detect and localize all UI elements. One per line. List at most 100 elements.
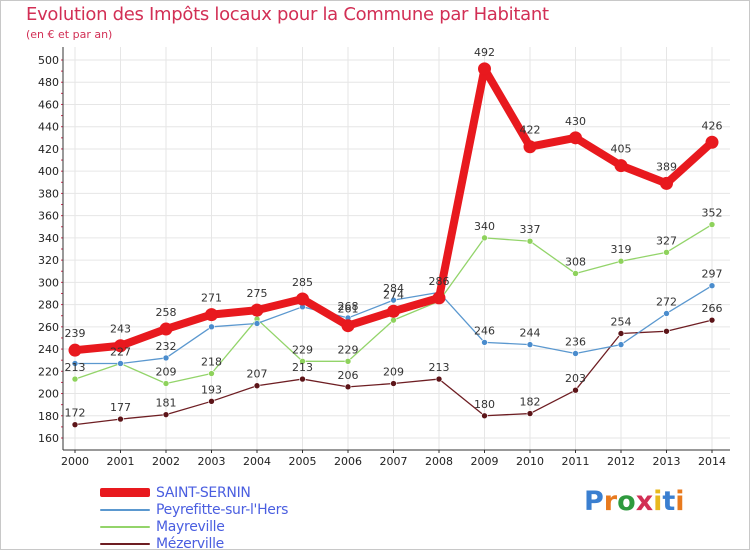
x-tick-label: 2013 [653, 455, 681, 468]
legend-label: Mézerville [156, 535, 224, 552]
y-tick-label: 280 [38, 299, 59, 312]
data-point-peyrefitte-sur-l-hers [117, 360, 124, 367]
data-label-peyrefitte-sur-l-hers: 268 [338, 300, 359, 313]
data-label-saint-sernin: 430 [565, 115, 586, 128]
x-tick-label: 2007 [380, 455, 408, 468]
data-label-saint-sernin: 271 [201, 292, 222, 305]
legend-swatch [100, 488, 150, 497]
data-point-peyrefitte-sur-l-hers [390, 296, 397, 304]
logo-letter: t [662, 486, 676, 517]
data-label-saint-sernin: 285 [292, 276, 313, 289]
data-label-m-zerville: 209 [383, 366, 404, 379]
legend-item: SAINT-SERNIN [100, 484, 288, 501]
data-point-saint-sernin [478, 62, 491, 76]
data-point-mayreville [708, 221, 716, 228]
data-label-saint-sernin: 239 [65, 327, 86, 340]
data-label-peyrefitte-sur-l-hers: 272 [656, 295, 677, 308]
data-point-m-zerville [162, 411, 170, 418]
data-point-peyrefitte-sur-l-hers [708, 282, 716, 289]
data-point-saint-sernin [569, 131, 582, 145]
data-label-m-zerville: 206 [338, 369, 359, 382]
x-tick-label: 2011 [562, 455, 590, 468]
data-point-saint-sernin [614, 159, 628, 173]
data-point-m-zerville [663, 327, 670, 335]
y-tick-label: 220 [38, 365, 59, 378]
data-point-peyrefitte-sur-l-hers [526, 341, 534, 348]
data-point-mayreville [572, 270, 579, 277]
data-label-mayreville: 337 [520, 223, 541, 236]
data-label-mayreville: 319 [611, 243, 632, 256]
data-label-saint-sernin: 243 [110, 323, 131, 336]
data-label-saint-sernin: 492 [474, 46, 495, 59]
y-tick-label: 500 [38, 54, 59, 67]
y-tick-label: 180 [38, 410, 59, 423]
data-point-saint-sernin [296, 292, 309, 306]
y-tick-label: 340 [38, 232, 59, 245]
y-tick-label: 380 [38, 187, 59, 200]
data-label-m-zerville: 213 [429, 361, 450, 374]
data-point-m-zerville [208, 398, 215, 405]
data-point-m-zerville [526, 410, 534, 417]
data-point-mayreville [162, 380, 170, 387]
x-tick-label: 2006 [334, 455, 362, 468]
data-point-mayreville [663, 249, 670, 256]
data-point-saint-sernin [68, 343, 82, 357]
x-tick-label: 2004 [243, 455, 271, 468]
x-tick-label: 2001 [107, 455, 135, 468]
data-label-peyrefitte-sur-l-hers: 227 [110, 346, 131, 359]
data-point-m-zerville [617, 330, 625, 337]
data-label-peyrefitte-sur-l-hers: 232 [156, 340, 177, 353]
y-tick-label: 240 [38, 343, 59, 356]
legend-swatch [100, 508, 150, 511]
data-label-mayreville: 308 [565, 255, 586, 268]
data-label-mayreville: 340 [474, 220, 495, 233]
legend-item: Mayreville [100, 518, 288, 535]
data-point-peyrefitte-sur-l-hers [617, 341, 625, 348]
logo-letter: o [617, 486, 636, 517]
data-label-peyrefitte-sur-l-hers: 244 [520, 327, 541, 340]
y-tick-label: 440 [38, 121, 59, 134]
chart-legend: SAINT-SERNIN Peyrefitte-sur-l'Hers Mayrevi… [100, 484, 288, 552]
data-point-saint-sernin [341, 319, 355, 333]
x-tick-label: 2008 [425, 455, 453, 468]
y-tick-label: 160 [38, 432, 59, 445]
data-point-saint-sernin [660, 176, 673, 190]
data-point-saint-sernin [523, 140, 537, 154]
data-label-saint-sernin: 258 [156, 306, 177, 319]
y-tick-label: 360 [38, 210, 59, 223]
data-label-m-zerville: 203 [565, 372, 586, 385]
data-label-mayreville: 213 [65, 361, 86, 374]
data-label-saint-sernin: 389 [656, 160, 677, 173]
data-point-peyrefitte-sur-l-hers [71, 360, 79, 367]
data-label-saint-sernin: 261 [338, 303, 359, 316]
data-label-m-zerville: 193 [201, 383, 222, 396]
data-point-saint-sernin [159, 322, 173, 336]
data-label-saint-sernin: 426 [702, 119, 723, 132]
data-point-peyrefitte-sur-l-hers [481, 339, 488, 346]
logo-letter: i [675, 486, 685, 517]
logo-letter: P [584, 486, 604, 517]
y-tick-label: 320 [38, 254, 59, 267]
data-label-m-zerville: 172 [65, 407, 86, 420]
x-tick-label: 2009 [471, 455, 499, 468]
data-point-saint-sernin [387, 304, 400, 318]
data-point-mayreville [208, 370, 215, 377]
data-point-mayreville [617, 257, 625, 265]
data-point-peyrefitte-sur-l-hers [663, 310, 670, 317]
data-point-m-zerville [390, 380, 397, 387]
data-point-saint-sernin [114, 339, 127, 353]
data-point-peyrefitte-sur-l-hers [572, 350, 579, 357]
data-label-m-zerville: 213 [292, 361, 313, 374]
data-label-m-zerville: 254 [611, 315, 632, 328]
legend-item: Mézerville [100, 535, 288, 552]
data-label-mayreville: 229 [338, 343, 359, 356]
data-label-mayreville: 218 [201, 356, 222, 369]
data-label-m-zerville: 177 [110, 401, 131, 414]
legend-item: Peyrefitte-sur-l'Hers [100, 501, 288, 518]
legend-swatch [100, 542, 150, 545]
y-tick-label: 400 [38, 165, 59, 178]
data-point-saint-sernin [250, 303, 264, 317]
data-label-m-zerville: 181 [156, 397, 177, 410]
logo-letter: i [653, 486, 663, 517]
data-point-m-zerville [253, 382, 261, 390]
